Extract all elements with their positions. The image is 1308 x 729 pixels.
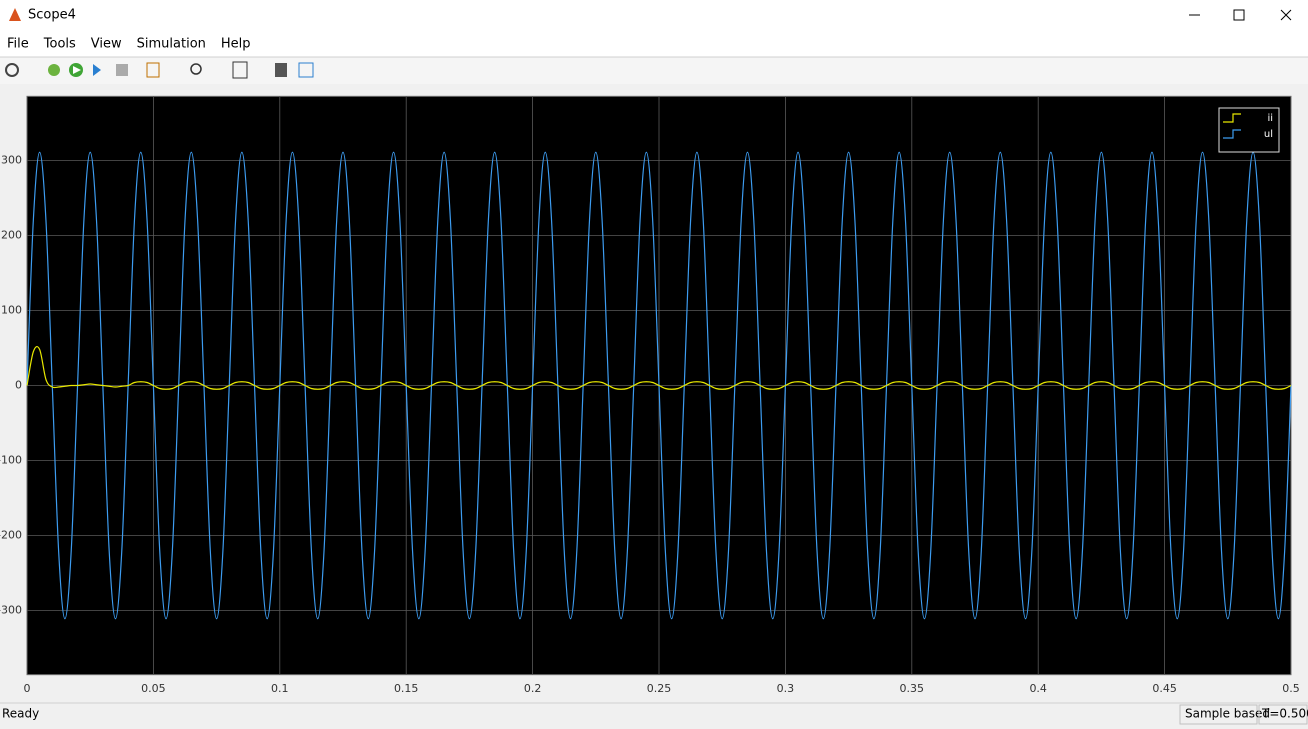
app-icon	[9, 8, 21, 21]
cursor-button[interactable]	[275, 63, 287, 77]
highlight-button[interactable]	[146, 62, 160, 78]
close-button[interactable]	[1280, 9, 1292, 21]
menu-item[interactable]: View	[91, 37, 122, 52]
window-title: Scope4	[28, 8, 76, 23]
legend-swatch	[1223, 113, 1241, 123]
menu-bar	[0, 30, 1308, 57]
status-time: T=0.500	[1261, 707, 1308, 721]
y-tick-label: -100	[0, 454, 22, 467]
stop-button[interactable]	[116, 64, 128, 76]
style-button[interactable]	[298, 62, 314, 78]
y-tick-label: 300	[1, 154, 22, 167]
x-tick-label: 0	[24, 682, 31, 695]
title-bar	[0, 0, 1308, 30]
legend-label: ii	[1267, 113, 1273, 124]
x-tick-label: 0.05	[141, 682, 166, 695]
x-tick-label: 0.3	[777, 682, 795, 695]
menu-item[interactable]: Tools	[43, 37, 76, 52]
x-tick-label: 0.5	[1282, 682, 1300, 695]
status-bar	[0, 703, 1308, 725]
settings-button[interactable]	[5, 63, 19, 77]
status-mode: Sample based	[1185, 707, 1270, 721]
run-icon	[73, 66, 81, 74]
step-forward-button[interactable]	[93, 64, 101, 76]
menu-item[interactable]: Simulation	[137, 37, 206, 52]
toolbar	[0, 57, 1308, 84]
series-line	[26, 345, 1292, 390]
status-text: Ready	[2, 707, 39, 721]
status-cell	[1179, 704, 1258, 725]
menu-item[interactable]: Help	[221, 37, 251, 52]
x-tick-label: 0.2	[524, 682, 542, 695]
x-tick-label: 0.15	[394, 682, 419, 695]
menu-item[interactable]: File	[7, 37, 29, 52]
y-tick-label: 100	[1, 304, 22, 317]
maximize-button[interactable]	[1233, 9, 1245, 21]
x-tick-label: 0.4	[1029, 682, 1047, 695]
step-back-button[interactable]	[48, 64, 60, 76]
x-tick-label: 0.1	[271, 682, 289, 695]
legend-label: ul	[1264, 129, 1273, 140]
x-tick-label: 0.35	[900, 682, 925, 695]
scale-button[interactable]	[232, 61, 248, 79]
status-cell	[1258, 704, 1308, 725]
y-tick-label: -200	[0, 529, 22, 542]
legend-swatch	[1223, 129, 1241, 139]
y-tick-label: -300	[0, 604, 22, 617]
x-tick-label: 0.45	[1152, 682, 1177, 695]
y-tick-label: 0	[15, 379, 22, 392]
zoom-button[interactable]	[190, 63, 202, 75]
x-tick-label: 0.25	[647, 682, 672, 695]
legend-box	[1218, 107, 1280, 153]
y-tick-label: 200	[1, 229, 22, 242]
